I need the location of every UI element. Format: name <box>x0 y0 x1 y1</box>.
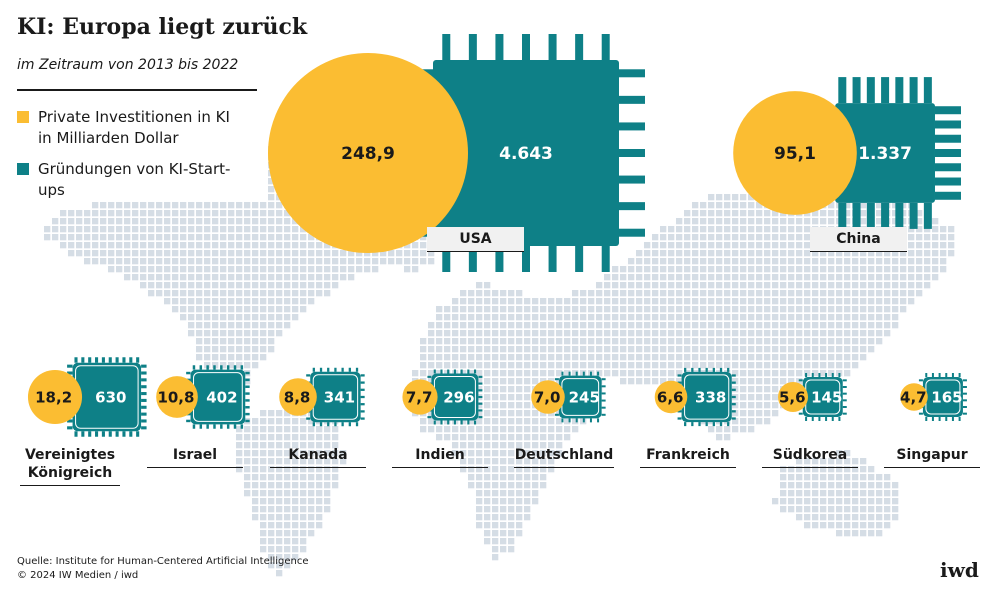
source-text: Quelle: Institute for Human-Centered Art… <box>17 556 309 567</box>
startup-chip-israel <box>190 369 246 425</box>
investment-circle-kanada <box>279 378 317 416</box>
investment-value-kanada: 8,8 <box>284 388 311 406</box>
startup-chip-deutschland <box>558 375 602 419</box>
legend-label-investments: Private Investitionen in KI in Milliarde… <box>38 108 230 147</box>
investment-circle-deutschland <box>531 380 565 414</box>
investment-circle-singapur <box>900 383 928 411</box>
country-label-israel: Israel <box>147 446 243 468</box>
country-label-china: China <box>810 227 907 252</box>
country-label-sudkorea: Südkorea <box>762 446 858 468</box>
country-label-vereinigtes-konigreich: Vereinigtes Königreich <box>20 446 120 486</box>
startup-chip-indien <box>431 373 479 421</box>
startup-chip-vereinigtes-konigreich <box>72 362 142 432</box>
investment-value-vereinigtes-konigreich: 18,2 <box>35 388 72 406</box>
investment-value-deutschland: 7,0 <box>534 388 561 406</box>
startup-value-china: 1.337 <box>858 144 912 164</box>
startup-value-israel: 402 <box>206 388 237 406</box>
page-title: KI: Europa liegt zurück <box>17 14 308 40</box>
startup-chip-singapur <box>922 377 963 417</box>
country-label-indien: Indien <box>392 446 488 468</box>
country-label-deutschland: Deutschland <box>514 446 614 468</box>
investment-value-israel: 10,8 <box>157 388 194 406</box>
page-subtitle: im Zeitraum von 2013 bis 2022 <box>17 57 239 73</box>
investment-value-indien: 7,7 <box>406 388 433 406</box>
startup-chip-sudkorea <box>802 377 843 417</box>
legend-swatch-startups <box>17 163 29 175</box>
startup-value-vereinigtes-konigreich: 630 <box>95 388 126 406</box>
investment-circle-sudkorea <box>778 382 808 412</box>
title-divider <box>17 89 257 91</box>
legend-item-investments: Private Investitionen in KI in Milliarde… <box>17 107 248 149</box>
startup-value-deutschland: 245 <box>569 388 600 406</box>
copyright-text: © 2024 IW Medien / iwd <box>17 570 139 581</box>
investment-circle-israel <box>156 376 198 418</box>
country-label-kanada: Kanada <box>270 446 366 468</box>
investment-value-sudkorea: 5,6 <box>779 388 806 406</box>
investment-circle-china <box>733 91 857 215</box>
startup-value-usa: 4.643 <box>499 144 553 164</box>
country-label-frankreich: Frankreich <box>640 446 736 468</box>
legend-label-startups: Gründungen von KI-Start-ups <box>38 160 231 199</box>
investment-value-china: 95,1 <box>774 144 816 164</box>
investment-circle-vereinigtes-konigreich <box>27 369 83 425</box>
startup-value-sudkorea: 145 <box>811 388 842 406</box>
investment-circle-frankreich <box>654 380 688 414</box>
country-label-singapur: Singapur <box>884 446 980 468</box>
startup-chip-kanada <box>310 371 361 423</box>
investment-circle-indien <box>402 379 438 415</box>
startup-value-frankreich: 338 <box>695 388 726 406</box>
investment-value-usa: 248,9 <box>341 144 395 164</box>
investment-value-frankreich: 6,6 <box>657 388 684 406</box>
country-label-usa: USA <box>427 227 524 252</box>
investment-circle-usa <box>268 53 468 253</box>
iwd-logo: iwd <box>940 558 979 582</box>
startup-chip-usa <box>433 60 619 246</box>
source-note: Quelle: Institute for Human-Centered Art… <box>17 555 309 583</box>
startup-value-singapur: 165 <box>931 388 962 406</box>
startup-value-indien: 296 <box>443 388 474 406</box>
startup-chip-china <box>835 103 935 203</box>
startup-value-kanada: 341 <box>324 388 355 406</box>
investment-value-singapur: 4,7 <box>900 388 927 406</box>
startup-chip-frankreich <box>681 371 732 423</box>
legend-swatch-investments <box>17 111 29 123</box>
legend-item-startups: Gründungen von KI-Start-ups <box>17 159 248 201</box>
